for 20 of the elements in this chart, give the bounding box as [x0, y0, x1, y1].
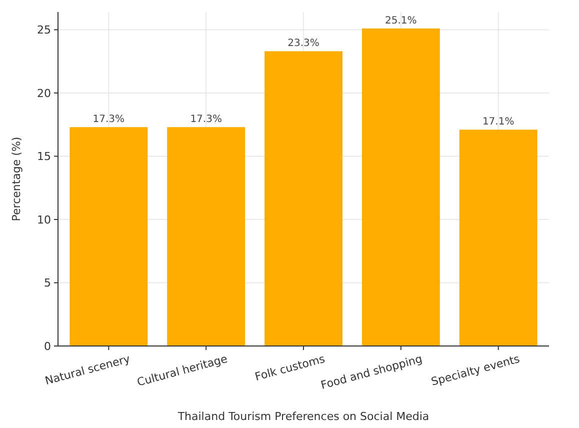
bar [264, 51, 342, 346]
y-tick-label: 20 [37, 86, 51, 100]
bar [459, 130, 538, 346]
x-tick-label: Cultural heritage [136, 352, 230, 389]
data-label: 17.3% [92, 114, 125, 126]
y-axis-title: Percentage (%) [10, 136, 23, 222]
y-tick-label: 5 [44, 276, 51, 290]
y-tick-label: 0 [44, 340, 51, 353]
bar [167, 127, 246, 346]
data-label: 25.1% [385, 15, 417, 26]
y-tick-label: 10 [37, 213, 51, 226]
data-label: 17.1% [482, 116, 514, 128]
x-axis-title: Thailand Tourism Preferences on Social Media [176, 410, 430, 423]
bar [362, 28, 440, 346]
data-label: 23.3% [288, 38, 320, 50]
y-tick-label: 25 [37, 24, 51, 37]
x-tick-label: Natural scenery [44, 352, 132, 388]
bar [70, 127, 148, 346]
y-tick-label: 15 [37, 150, 51, 164]
data-label: 17.3% [190, 114, 222, 126]
